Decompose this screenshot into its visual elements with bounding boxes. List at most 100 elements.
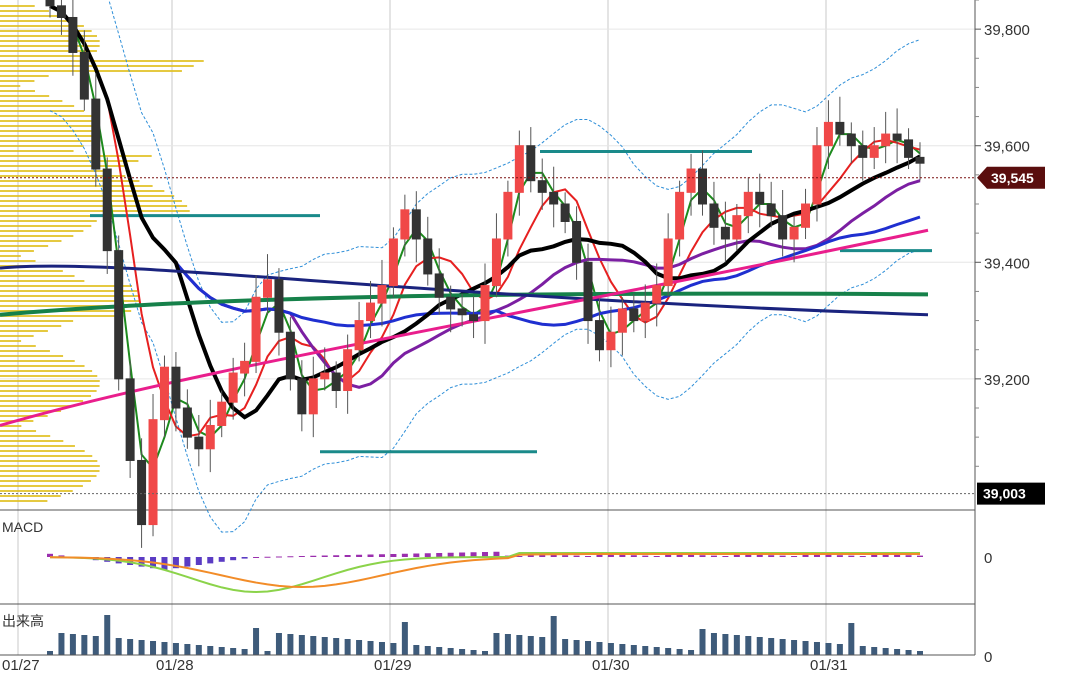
volume-profile-bar bbox=[0, 400, 84, 402]
y-tick-label-2: 39,400 bbox=[984, 255, 1030, 272]
volume-bar bbox=[562, 639, 569, 655]
volume-label: 出来高 bbox=[2, 613, 44, 629]
volume-bar bbox=[722, 634, 729, 655]
volume-profile-bar bbox=[0, 110, 85, 112]
candle-down bbox=[526, 145, 536, 182]
volume-profile-bar bbox=[0, 335, 34, 337]
candle-down bbox=[755, 191, 765, 205]
volume-bar bbox=[859, 646, 866, 655]
volume-bar bbox=[298, 635, 305, 655]
volume-profile-bar bbox=[0, 430, 37, 432]
candle-up bbox=[812, 145, 822, 205]
volume-profile-bar bbox=[0, 15, 63, 17]
macd-histogram-bar bbox=[47, 553, 53, 557]
candle-up bbox=[789, 226, 799, 240]
volume-bar bbox=[356, 640, 363, 655]
volume-bar bbox=[756, 637, 763, 655]
candle-up bbox=[343, 349, 353, 392]
candle-down bbox=[469, 314, 479, 322]
candle-up bbox=[652, 285, 662, 304]
volume-profile-bar bbox=[0, 200, 182, 202]
candle-up bbox=[388, 238, 398, 287]
volume-bar bbox=[275, 633, 282, 655]
volume-profile-bar bbox=[0, 30, 92, 32]
macd-histogram-bar bbox=[733, 554, 740, 557]
volume-bar bbox=[550, 616, 557, 655]
macd-histogram-bar bbox=[356, 554, 363, 557]
x-tick-label-3: 01/30 bbox=[592, 657, 630, 674]
volume-bar bbox=[241, 649, 248, 655]
volume-bar bbox=[882, 648, 889, 655]
volume-bar bbox=[539, 637, 546, 655]
volume-bar bbox=[516, 635, 523, 655]
candle-down bbox=[583, 261, 593, 322]
volume-bar bbox=[607, 643, 614, 655]
candle-down bbox=[835, 121, 845, 135]
volume-bar bbox=[401, 622, 408, 655]
volume-bar bbox=[104, 615, 111, 655]
candles bbox=[45, 0, 925, 548]
volume-bar bbox=[665, 648, 672, 655]
candle-down bbox=[68, 16, 78, 53]
macd-histogram-bar bbox=[917, 555, 923, 557]
volume-profile-bar bbox=[0, 300, 140, 302]
volume-profile-bar bbox=[0, 460, 98, 462]
volume-profile-bar bbox=[0, 85, 21, 87]
candle-down bbox=[766, 203, 776, 217]
candle-down bbox=[720, 226, 730, 240]
macd-histogram-bar bbox=[264, 556, 271, 558]
macd-histogram-bar bbox=[894, 554, 901, 557]
volume-bar bbox=[493, 633, 500, 655]
macd-histogram-bar bbox=[653, 556, 660, 557]
candle-down bbox=[846, 133, 856, 147]
ma-line-short bbox=[49, 4, 921, 471]
price-badge-1 bbox=[977, 482, 1045, 505]
volume-profile-bar bbox=[0, 175, 126, 177]
macd-histogram-bar bbox=[298, 556, 305, 557]
candle-up bbox=[743, 191, 753, 217]
horizontal-levels bbox=[90, 150, 932, 454]
volume-profile-bar bbox=[0, 155, 152, 157]
ma-line-navy-long bbox=[0, 264, 929, 317]
y-tick-label-1: 39,600 bbox=[984, 139, 1030, 156]
volume-profile-bar bbox=[0, 240, 62, 242]
candle-down bbox=[904, 139, 914, 158]
candle-up bbox=[617, 308, 627, 333]
volume-profile-bar bbox=[0, 190, 165, 192]
volume-profile-bar bbox=[0, 325, 62, 327]
macd-histogram-bar bbox=[779, 555, 786, 557]
volume-profile-bar bbox=[0, 20, 74, 22]
macd-histogram-bar bbox=[241, 557, 248, 559]
volume-bar bbox=[424, 646, 431, 655]
volume-profile-bar bbox=[0, 415, 48, 417]
x-tick-label-0: 01/27 bbox=[2, 657, 40, 674]
volume-bar bbox=[218, 647, 225, 655]
volume-bar bbox=[871, 647, 878, 655]
macd-histogram-bar bbox=[230, 557, 237, 561]
volume-profile-bar bbox=[0, 285, 133, 287]
candle-down bbox=[45, 0, 55, 7]
macd-histogram-bar bbox=[768, 555, 775, 557]
volume-profile-bar bbox=[0, 5, 35, 7]
macd-histogram-bar bbox=[699, 555, 706, 557]
volume-profile-bar bbox=[0, 180, 140, 182]
candle-down bbox=[549, 191, 559, 205]
macd-histogram-bar bbox=[585, 556, 592, 557]
candle-up bbox=[823, 121, 833, 147]
macd-histogram-bar bbox=[367, 554, 374, 557]
candle-up bbox=[148, 419, 158, 526]
volume-profile-bar bbox=[0, 60, 204, 62]
volume-bar bbox=[653, 647, 660, 655]
volume-bar bbox=[710, 633, 717, 655]
macd-histogram-bar bbox=[607, 554, 614, 557]
volume-zero-label: 0 bbox=[984, 649, 992, 666]
macd-histogram-bar bbox=[424, 553, 431, 557]
volume-bar bbox=[733, 635, 740, 655]
volume-profile-bar bbox=[0, 70, 182, 72]
candle-down bbox=[171, 366, 181, 409]
candle-down bbox=[698, 168, 707, 205]
volume-profile-bar bbox=[0, 485, 83, 487]
bollinger-lower bbox=[49, 110, 921, 533]
